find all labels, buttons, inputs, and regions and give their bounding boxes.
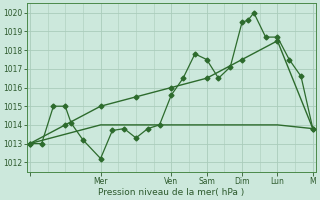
- X-axis label: Pression niveau de la mer( hPa ): Pression niveau de la mer( hPa ): [98, 188, 244, 197]
